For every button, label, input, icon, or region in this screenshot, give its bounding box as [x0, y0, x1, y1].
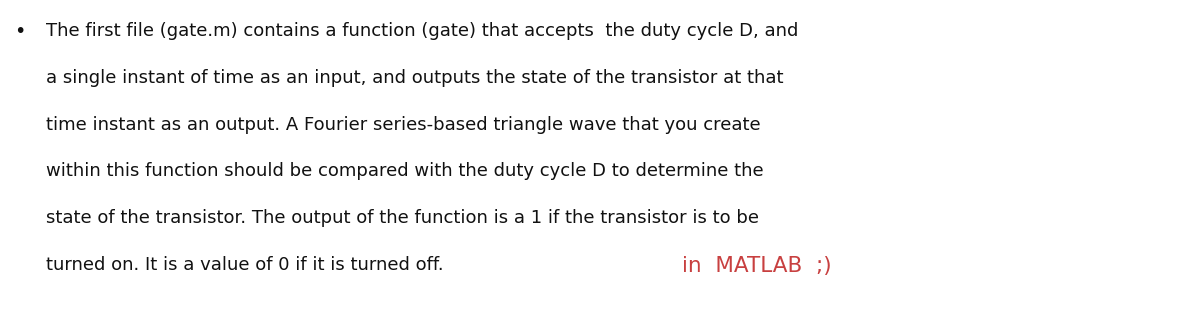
Text: time instant as an output. A Fourier series-based triangle wave that you create: time instant as an output. A Fourier ser… [46, 116, 761, 134]
Text: state of the transistor. The output of the function is a 1 if the transistor is : state of the transistor. The output of t… [46, 209, 758, 227]
Text: in  MATLAB  ;): in MATLAB ;) [682, 256, 832, 276]
Text: The first file (gate.m) contains a function (gate) that accepts  the duty cycle : The first file (gate.m) contains a funct… [46, 22, 798, 40]
Text: a single instant of time as an input, and outputs the state of the transistor at: a single instant of time as an input, an… [46, 69, 784, 87]
Text: turned on. It is a value of 0 if it is turned off.: turned on. It is a value of 0 if it is t… [46, 256, 443, 274]
Text: within this function should be compared with the duty cycle D to determine the: within this function should be compared … [46, 162, 763, 180]
Text: •: • [14, 22, 25, 41]
